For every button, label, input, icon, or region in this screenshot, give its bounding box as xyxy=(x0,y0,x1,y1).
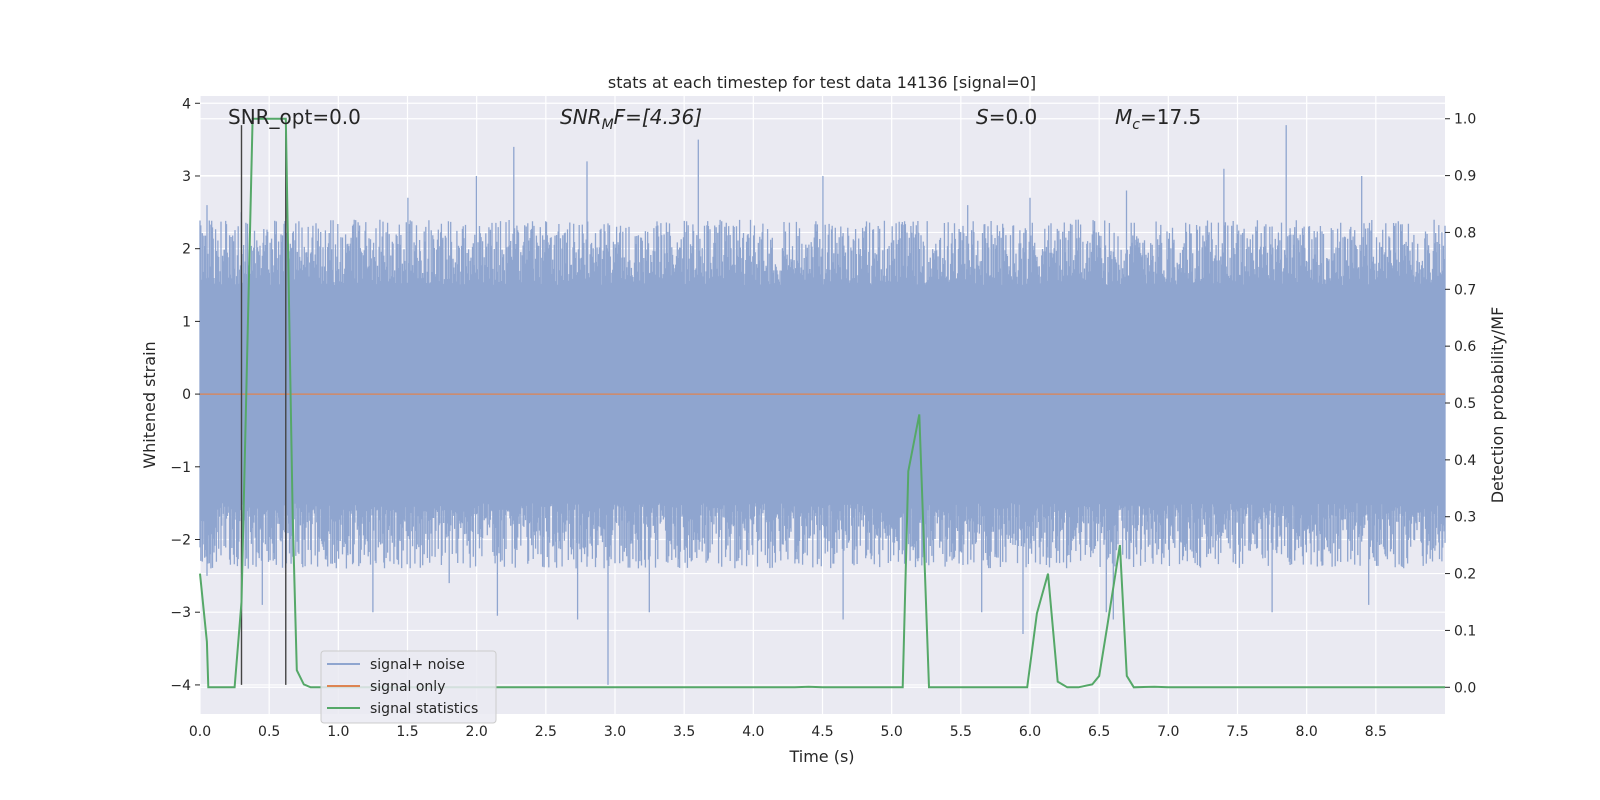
annotation-snr-opt: SNR_opt=0.0 xyxy=(228,105,361,129)
annotation-mc-sub: c xyxy=(1132,117,1140,133)
x-tick-label: 1.5 xyxy=(396,724,418,740)
annotation-snr-mf: SNRMF=[4.36] xyxy=(560,105,702,133)
x-axis-label: Time (s) xyxy=(788,747,854,766)
y-tick-label-left: −1 xyxy=(170,460,191,476)
legend-label-signal-noise: signal+ noise xyxy=(370,657,465,673)
y-axis-label-right: Detection probability/MF xyxy=(1488,307,1507,504)
y-tick-label-left: 1 xyxy=(182,314,191,330)
annotation-s: S=0.0 xyxy=(976,105,1037,129)
y-tick-label-right: 0.2 xyxy=(1454,567,1476,583)
y-tick-label-left: 2 xyxy=(182,242,191,258)
y-tick-label-right: 0.9 xyxy=(1454,169,1476,185)
x-tick-label: 5.0 xyxy=(881,724,903,740)
y-tick-label-right: 0.1 xyxy=(1454,623,1476,639)
y-tick-label-right: 1.0 xyxy=(1454,112,1476,128)
annotation-s-main: S xyxy=(976,105,989,129)
x-tick-label: 6.5 xyxy=(1088,724,1110,740)
annotation-snr-mf-main: SNR xyxy=(560,105,602,129)
x-tick-label: 2.0 xyxy=(466,724,488,740)
y-axis-label-left: Whitened strain xyxy=(140,341,159,468)
annotation-mc: Mc=17.5 xyxy=(1115,105,1201,133)
legend-label-signal-only: signal only xyxy=(370,679,445,695)
annotation-mc-main: M xyxy=(1115,105,1132,129)
x-tick-label: 7.0 xyxy=(1157,724,1179,740)
axis-ticks: 0.0 0.5 1.0 1.5 2.0 2.5 3.0 3.5 4.0 4.5 5.0 5.5 6.0 6… xyxy=(170,96,1476,740)
annotation-s-rest: =0.0 xyxy=(989,105,1038,129)
x-tick-label: 7.5 xyxy=(1226,724,1248,740)
x-tick-label: 3.0 xyxy=(604,724,626,740)
y-tick-label-left: 0 xyxy=(182,387,191,403)
y-tick-label-left: −4 xyxy=(170,678,191,694)
y-tick-label-right: 0.6 xyxy=(1454,339,1476,355)
x-tick-label: 4.0 xyxy=(742,724,764,740)
annotation-snr-mf-sub: M xyxy=(602,117,614,133)
x-tick-label: 8.0 xyxy=(1296,724,1318,740)
x-tick-label: 1.0 xyxy=(327,724,349,740)
series-signal-statistics xyxy=(199,117,1445,689)
y-tick-label-left: 3 xyxy=(182,169,191,185)
x-tick-label: 6.0 xyxy=(1019,724,1041,740)
y-tick-label-right: 0.4 xyxy=(1454,453,1476,469)
y-tick-label-right: 0.0 xyxy=(1454,680,1476,696)
y-tick-label-left: 4 xyxy=(182,96,191,112)
y-tick-label-right: 0.8 xyxy=(1454,225,1476,241)
annotation-snr-mf-rest: F=[4.36] xyxy=(614,105,702,129)
x-tick-label: 2.5 xyxy=(535,724,557,740)
x-tick-label: 0.0 xyxy=(189,724,211,740)
x-tick-label: 3.5 xyxy=(673,724,695,740)
y-tick-label-left: −2 xyxy=(170,533,191,549)
x-tick-label: 0.5 xyxy=(258,724,280,740)
legend-box xyxy=(320,650,497,724)
signal-statistics-line xyxy=(199,117,1445,689)
y-tick-label-right: 0.7 xyxy=(1454,282,1476,298)
legend-label-signal-statistics: signal statistics xyxy=(370,701,478,717)
y-tick-label-right: 0.3 xyxy=(1454,510,1476,526)
y-tick-label-left: −3 xyxy=(170,605,191,621)
chart-title: stats at each timestep for test data 141… xyxy=(608,73,1036,92)
x-tick-label: 4.5 xyxy=(811,724,833,740)
legend: signal+ noise signal only signal statist… xyxy=(320,650,497,724)
annotation-mc-rest: =17.5 xyxy=(1140,105,1201,129)
x-tick-label: 8.5 xyxy=(1365,724,1387,740)
x-tick-label: 5.5 xyxy=(950,724,972,740)
y-tick-label-right: 0.5 xyxy=(1454,396,1476,412)
